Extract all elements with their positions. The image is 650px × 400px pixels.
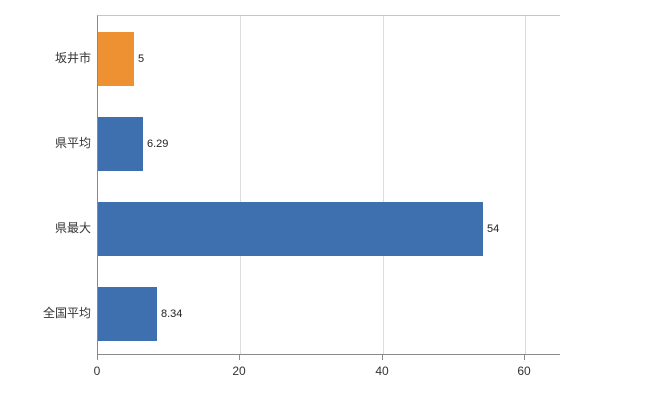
category-label: 県最大 (54, 221, 91, 235)
category-label: 県平均 (54, 136, 91, 150)
bar-3 (98, 287, 157, 341)
category-label: 全国平均 (42, 306, 91, 320)
bar-1 (98, 117, 143, 171)
x-tick-label: 60 (517, 364, 531, 378)
category-label: 坂井市 (54, 51, 91, 65)
x-tick-mark (524, 355, 525, 360)
bar-value-label: 5 (138, 53, 145, 65)
bar-value-label: 8.34 (161, 308, 183, 320)
x-tick-mark (97, 355, 98, 360)
x-tick-mark (239, 355, 240, 360)
x-tick-label: 0 (93, 364, 101, 378)
bar-2 (98, 202, 483, 256)
x-tick-label: 20 (232, 364, 246, 378)
gridline (240, 16, 241, 354)
x-tick-label: 40 (375, 364, 389, 378)
bar-value-label: 6.29 (147, 138, 169, 150)
bar-value-label: 54 (487, 223, 500, 235)
gridline (525, 16, 526, 354)
x-tick-mark (382, 355, 383, 360)
gridline (383, 16, 384, 354)
plot-area: 5 6.29 54 8.34 (97, 15, 560, 355)
bar-0 (98, 32, 134, 86)
